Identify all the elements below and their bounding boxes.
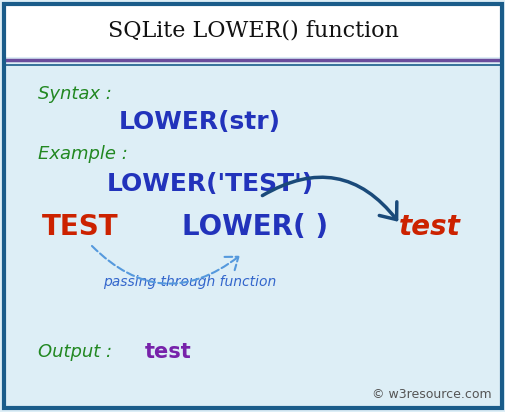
Text: passing through function: passing through function [103,275,276,289]
Text: © w3resource.com: © w3resource.com [372,388,491,400]
FancyArrowPatch shape [262,177,396,220]
Text: LOWER('TEST'): LOWER('TEST') [106,172,313,196]
FancyArrowPatch shape [92,246,238,284]
Text: Example :: Example : [38,145,128,163]
Text: Output :: Output : [38,343,112,361]
Bar [6,5,499,57]
Text: TEST: TEST [41,213,118,241]
Text: test: test [398,213,460,241]
Text: SQLite LOWER() function: SQLite LOWER() function [108,19,397,41]
Text: test: test [145,342,191,362]
Text: LOWER(str): LOWER(str) [119,110,280,134]
Text: Syntax :: Syntax : [38,85,112,103]
Text: LOWER( ): LOWER( ) [182,213,327,241]
